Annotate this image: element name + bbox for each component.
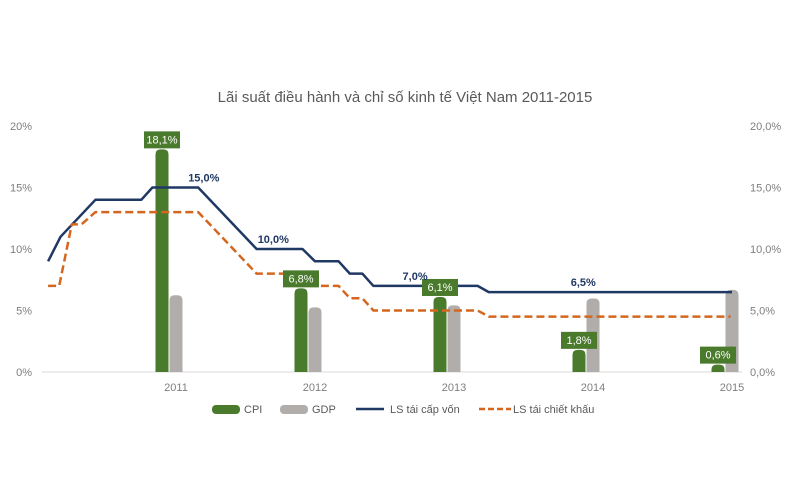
cpi-data-label: 0,6%	[705, 350, 730, 362]
rate-data-label: 6,5%	[571, 277, 596, 289]
legend-swatch-cpi	[212, 405, 240, 414]
legend: CPI GDP LS tái cấp vốn LS tái chiết khấu	[212, 404, 594, 416]
x-axis: 2011 2012 2013 2014 2015	[164, 382, 744, 394]
y-axis-left: 0% 5% 10% 15% 20%	[10, 121, 32, 379]
y-tick-right: 20,0%	[750, 121, 781, 133]
y-tick-right: 15,0%	[750, 183, 781, 195]
y-tick-right: 10,0%	[750, 244, 781, 256]
data-labels: 18,1% 6,8% 6,1% 1,8% 0,6% 15,0% 10,0% 7,0% 6,5%	[144, 131, 736, 364]
legend-label-gdp: GDP	[312, 404, 336, 416]
rate-data-label: 7,0%	[403, 271, 428, 283]
y-tick-left: 10%	[10, 244, 32, 256]
y-axis-right: 0,0% 5,0% 10,0% 15,0% 20,0%	[750, 121, 781, 379]
x-tick: 2014	[581, 382, 605, 394]
rate-data-label: 10,0%	[258, 234, 289, 246]
legend-label-discount: LS tái chiết khấu	[513, 404, 594, 416]
y-tick-left: 20%	[10, 121, 32, 133]
cpi-label-box	[561, 331, 597, 349]
discount-rate-line	[48, 210, 731, 318]
cpi-bar	[433, 296, 447, 372]
refinancing-rate-line	[46, 186, 732, 294]
x-tick: 2012	[303, 382, 327, 394]
chart-title: Lãi suất điều hành và chỉ số kinh tế Việ…	[218, 89, 593, 106]
x-tick: 2013	[442, 382, 466, 394]
cpi-data-label: 6,8%	[288, 273, 313, 285]
y-tick-right: 0,0%	[750, 367, 775, 379]
legend-label-refinancing: LS tái cấp vốn	[390, 404, 460, 416]
x-tick: 2011	[164, 382, 188, 394]
cpi-bar	[155, 149, 169, 372]
legend-swatch-gdp	[280, 405, 308, 414]
lines	[46, 186, 732, 318]
cpi-bar	[572, 349, 586, 372]
y-tick-left: 0%	[16, 367, 32, 379]
cpi-data-label: 18,1%	[146, 134, 177, 146]
cpi-label-box	[144, 131, 180, 149]
legend-label-cpi: CPI	[244, 404, 262, 416]
cpi-label-box	[283, 270, 319, 288]
cpi-data-label: 1,8%	[566, 335, 591, 347]
cpi-bar	[294, 288, 308, 372]
gdp-bar	[169, 295, 183, 372]
x-tick: 2015	[720, 382, 744, 394]
y-tick-left: 15%	[10, 183, 32, 195]
gdp-bar	[308, 307, 322, 372]
cpi-bar	[711, 364, 725, 372]
cpi-label-box	[422, 278, 458, 296]
cpi-label-box	[700, 346, 736, 364]
cpi-data-label: 6,1%	[427, 282, 452, 294]
rate-data-label: 15,0%	[188, 173, 219, 185]
y-tick-right: 5,0%	[750, 306, 775, 318]
gdp-bar	[447, 305, 461, 372]
y-tick-left: 5%	[16, 306, 32, 318]
